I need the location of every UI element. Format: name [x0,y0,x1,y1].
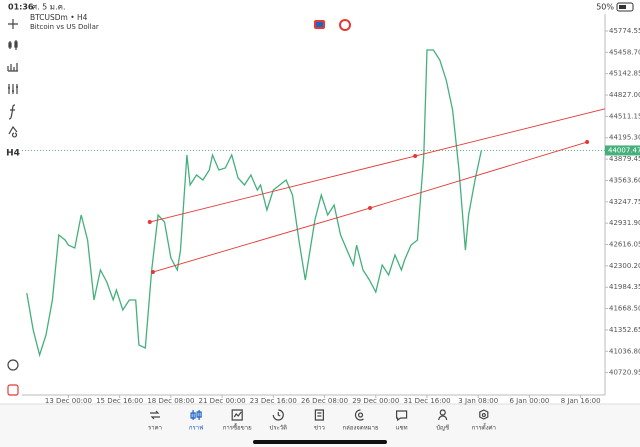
x-tick-label: 13 Dec 00:00 [45,397,92,405]
tab[interactable]: กราฟ [189,410,203,432]
tab-icon [396,410,408,422]
indicators-tool[interactable] [7,63,18,72]
tab[interactable]: แชท [396,410,408,432]
price-label-box [605,145,640,156]
tab-icon [479,409,489,420]
y-tick-label: 45142.85 [609,70,640,78]
function-tool[interactable] [8,104,16,120]
battery-level [619,5,626,9]
tab[interactable]: การตั้งค่า [472,409,496,432]
tab-icon [272,409,284,421]
timeframe[interactable]: H4 [6,149,20,159]
x-tick-label: 3 Jan 08:00 [458,397,498,405]
tab[interactable]: บัญชี [436,409,449,432]
y-tick-label: 41984.35 [609,283,640,291]
tab[interactable]: ข่าว [314,409,325,432]
chart-subtitle: Bitcoin vs US Dollar [30,23,99,31]
x-tick-label: 26 Dec 08:00 [301,397,348,405]
tab-label: กล่องจดหมาย [342,425,378,432]
x-tick-label: 15 Dec 16:00 [96,397,143,405]
x-tick-label: 31 Dec 16:00 [403,397,450,405]
y-tick-label: 45774.55 [609,27,640,35]
trendline-anchor [413,154,418,159]
x-tick-label: 18 Dec 08:00 [147,397,194,405]
trendline-anchor [147,220,152,225]
y-tick-label: 43563.60 [609,176,640,184]
y-tick-label: 41036.80 [609,347,640,355]
x-tick-label: 23 Dec 16:00 [250,397,297,405]
trendline-anchor [150,270,155,275]
y-tick-label: 44827.00 [609,91,640,99]
tab-icon [190,410,202,420]
objects-tool[interactable] [8,125,18,138]
one-click-icon[interactable] [339,19,351,31]
tab-label: แชท [396,425,408,432]
trade-tool[interactable] [7,384,19,396]
status-date: ศ. 5 ม.ค. [32,3,66,12]
buy-button-inner [316,22,323,27]
price-line-series [26,49,483,358]
tab[interactable]: การซื้อขาย [223,409,252,432]
chart-title: BTCUSDm • H4 [30,13,88,22]
battery-icon [616,2,634,12]
tab-label: ราคา [148,425,162,432]
x-tick-label: 29 Dec 00:00 [352,397,399,405]
settings-tool[interactable] [8,84,18,94]
y-tick-label: 42616.05 [609,241,640,249]
tab-icon [354,409,364,421]
tab-label: การซื้อขาย [223,422,252,432]
tab-label: บัญชี [436,424,449,432]
status-battery: 50% [596,3,614,12]
tab[interactable]: ประวัติ [270,409,288,432]
x-tick-label: 6 Jan 00:00 [510,397,550,405]
tab-icon [231,409,243,421]
y-tick-label: 41668.50 [609,305,640,313]
crosshair-tool[interactable] [8,19,18,29]
price-label: 44007.47 [608,146,640,154]
left-toolbar [7,19,19,396]
trendline-anchor [585,140,590,145]
y-tick-label: 44195.30 [609,134,640,142]
tab[interactable]: กล่องจดหมาย [342,409,379,432]
x-tick-label: 8 Jan 16:00 [561,397,601,405]
tab-label: การตั้งค่า [472,422,496,432]
y-tick-label: 43879.45 [609,155,640,163]
home-indicator [253,440,387,444]
tab-icon [438,409,448,421]
status-time: 01:36 [8,3,34,12]
y-tick-label: 45458.70 [609,48,640,56]
tab-label: ประวัติ [270,425,288,432]
y-tick-label: 41352.65 [609,326,640,334]
tab-label: ข่าว [314,425,325,432]
y-tick-label: 42300.20 [609,262,640,270]
chart-type-tool[interactable] [8,40,18,50]
search-tool[interactable] [7,359,19,371]
trendline-anchor [368,206,373,211]
tab-icon [314,409,324,421]
y-tick-label: 43247.75 [609,198,640,206]
tab-icon [150,410,160,420]
tab-label: กราฟ [189,425,203,432]
y-tick-label: 44511.15 [609,112,640,120]
tab[interactable]: ราคา [148,410,162,432]
x-tick-label: 21 Dec 00:00 [199,397,246,405]
tab-bar [0,404,640,447]
y-tick-label: 42931.90 [609,219,640,227]
y-tick-label: 40720.95 [609,369,640,377]
